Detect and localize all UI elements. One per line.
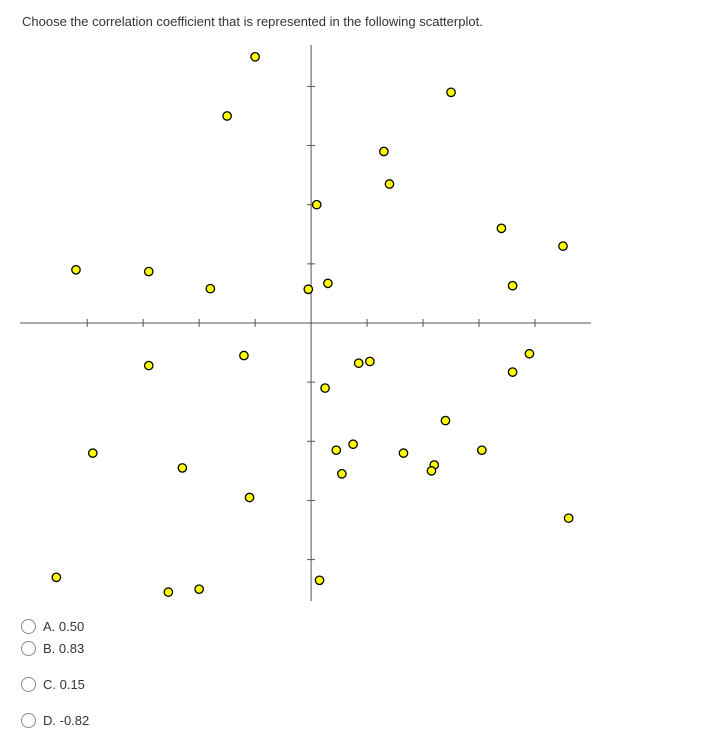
data-point bbox=[323, 278, 333, 289]
data-point bbox=[440, 415, 451, 426]
data-point bbox=[507, 280, 518, 291]
data-point bbox=[222, 111, 232, 121]
data-point bbox=[205, 283, 216, 294]
data-point bbox=[71, 264, 81, 275]
data-point bbox=[379, 146, 389, 157]
data-point bbox=[384, 179, 395, 189]
data-point bbox=[143, 360, 154, 371]
data-point bbox=[51, 572, 62, 583]
radio-a[interactable] bbox=[21, 619, 36, 634]
data-point bbox=[314, 575, 325, 586]
data-point bbox=[563, 513, 574, 524]
data-point bbox=[524, 348, 535, 359]
data-point bbox=[496, 223, 507, 234]
option-c-label: C. 0.15 bbox=[43, 677, 85, 692]
data-point bbox=[476, 445, 487, 456]
data-point bbox=[365, 356, 375, 367]
data-point bbox=[244, 492, 255, 503]
data-point bbox=[320, 383, 330, 393]
option-d-label: D. -0.82 bbox=[43, 713, 90, 728]
option-a[interactable]: A. 0.50 bbox=[21, 619, 84, 634]
option-c[interactable]: C. 0.15 bbox=[21, 677, 85, 692]
radio-b[interactable] bbox=[21, 641, 36, 656]
data-point bbox=[250, 51, 260, 62]
data-point bbox=[194, 584, 204, 595]
data-point bbox=[177, 463, 188, 473]
data-point bbox=[303, 284, 314, 295]
data-point bbox=[337, 468, 347, 479]
option-b[interactable]: B. 0.83 bbox=[21, 641, 84, 656]
scatterplot bbox=[20, 45, 591, 601]
data-point bbox=[348, 439, 358, 450]
option-b-label: B. 0.83 bbox=[43, 641, 85, 656]
data-point bbox=[239, 350, 249, 361]
data-point bbox=[353, 358, 364, 369]
option-d[interactable]: D. -0.82 bbox=[21, 713, 89, 728]
data-point bbox=[446, 87, 456, 98]
data-point bbox=[507, 367, 518, 377]
data-point bbox=[331, 445, 342, 456]
radio-d[interactable] bbox=[21, 713, 36, 728]
option-a-label: A. 0.50 bbox=[43, 619, 85, 634]
data-point bbox=[311, 199, 322, 210]
data-point bbox=[163, 587, 174, 597]
data-point bbox=[87, 448, 98, 458]
data-point bbox=[426, 466, 437, 476]
data-point bbox=[398, 448, 409, 458]
question-text: Choose the correlation coefficient that … bbox=[22, 14, 483, 29]
data-point bbox=[143, 266, 154, 277]
radio-c[interactable] bbox=[21, 677, 36, 692]
data-point bbox=[558, 241, 568, 251]
